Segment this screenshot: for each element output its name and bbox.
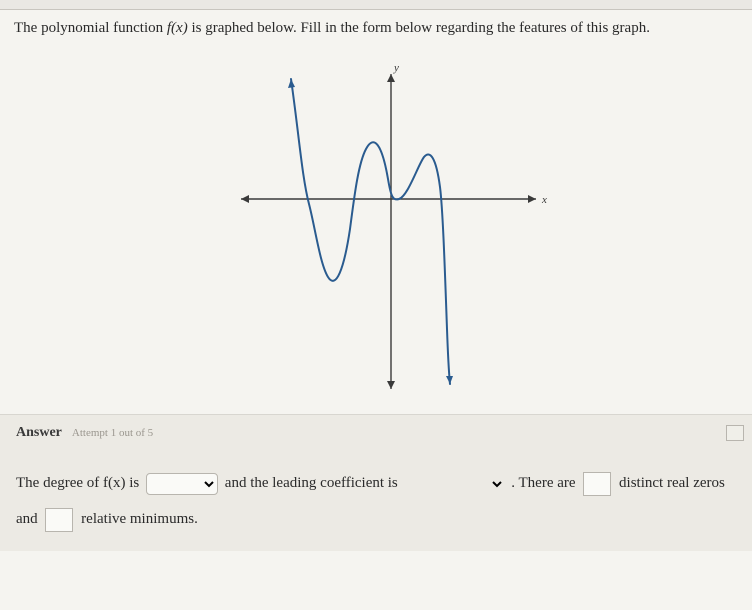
graph-area: xy — [0, 44, 752, 414]
answer-section: Answer Attempt 1 out of 5 The degree of … — [0, 414, 752, 551]
zeros-input[interactable] — [583, 472, 611, 496]
answer-label: Answer — [16, 425, 62, 441]
flag-icon[interactable] — [726, 425, 744, 441]
polynomial-graph: xy — [196, 49, 556, 409]
leading-coeff-select[interactable] — [405, 473, 505, 495]
sentence-part-1: The degree of f(x) is — [16, 475, 143, 491]
sentence-part-2: and the leading coefficient is — [225, 475, 402, 491]
answer-header: Answer Attempt 1 out of 5 — [16, 425, 736, 441]
attempt-counter: Attempt 1 out of 5 — [72, 427, 153, 439]
sentence-part-5: relative minimums. — [81, 511, 198, 527]
answer-body: The degree of f(x) is and the leading co… — [16, 465, 736, 537]
question-text: The polynomial function f(x) is graphed … — [0, 10, 752, 44]
toolbar-fragment — [0, 0, 752, 10]
question-func: f(x) — [167, 20, 188, 36]
svg-text:x: x — [541, 194, 547, 206]
svg-text:y: y — [393, 62, 399, 74]
minimums-input[interactable] — [45, 508, 73, 532]
question-part-1: The polynomial function — [14, 20, 167, 36]
degree-select[interactable] — [146, 473, 218, 495]
sentence-part-3: . There are — [511, 475, 579, 491]
question-part-2: is graphed below. Fill in the form below… — [188, 20, 650, 36]
